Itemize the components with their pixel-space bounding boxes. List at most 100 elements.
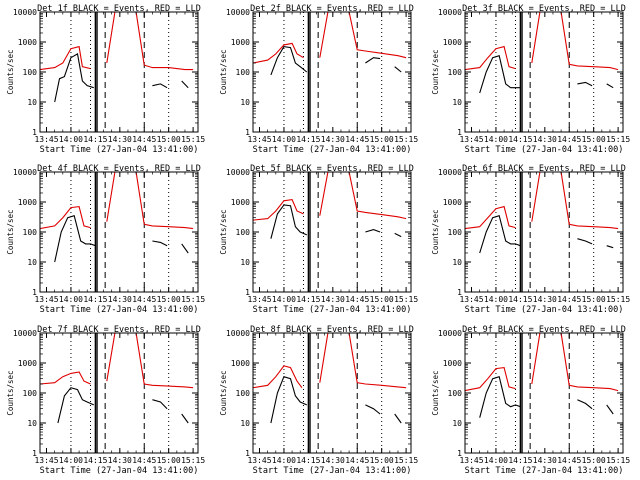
x-tick-label: 14:30 — [108, 456, 132, 465]
y-tick-label: 10000 — [13, 329, 37, 338]
x-tick-label: 13:45 — [34, 456, 58, 465]
x-tick-label: 14:30 — [533, 135, 557, 144]
x-tick-label: 15:15 — [181, 456, 205, 465]
x-tick-label: 15:15 — [181, 295, 205, 304]
x-tick-label: 14:15 — [83, 295, 107, 304]
x-tick-label: 15:15 — [606, 456, 630, 465]
y-axis-label: Counts/sec — [431, 49, 440, 94]
x-axis-label: Start Time (27-Jan-04 13:41:00) — [40, 145, 199, 155]
y-tick-label: 1000 — [443, 38, 462, 47]
x-tick-label: 14:00 — [59, 456, 83, 465]
panel-1: 1 10 100 1000 10000 13:45 14:00 14:15 14:30 14:45… — [6, 4, 205, 155]
lld-series-line — [253, 12, 407, 64]
y-tick-label: 10000 — [226, 8, 250, 17]
x-tick-label: 14:00 — [484, 456, 508, 465]
events-series-line — [54, 215, 189, 263]
events-series-line — [270, 376, 402, 424]
x-tick-label: 14:30 — [321, 295, 345, 304]
y-tick-label: 1000 — [231, 38, 250, 47]
x-tick-label: 14:15 — [508, 135, 532, 144]
panel-3: 1 10 100 1000 10000 13:45 14:00 14:15 14:30 14:45… — [431, 4, 630, 155]
y-axis-label: Counts/sec — [219, 209, 228, 254]
time-markers — [283, 333, 383, 453]
y-tick-label: 1000 — [18, 38, 37, 47]
x-tick-label: 14:45 — [557, 456, 581, 465]
x-axis-label: Start Time (27-Jan-04 13:41:00) — [40, 305, 199, 315]
x-tick-label: 15:00 — [370, 135, 394, 144]
y-axis-label: Counts/sec — [6, 209, 15, 254]
time-markers — [70, 333, 170, 453]
x-tick-label: 15:00 — [157, 295, 181, 304]
x-tick-label: 14:30 — [533, 295, 557, 304]
x-tick-label: 13:45 — [247, 135, 271, 144]
panel-title: Det 4f BLACK = Events, RED = LLD — [37, 164, 201, 174]
y-tick-label: 100 — [236, 389, 251, 398]
y-tick-label: 10000 — [13, 168, 37, 177]
x-tick-label: 15:00 — [157, 456, 181, 465]
x-tick-label: 14:30 — [108, 135, 132, 144]
x-tick-label: 14:15 — [83, 135, 107, 144]
time-markers — [70, 12, 170, 132]
lld-series-line — [40, 172, 194, 230]
time-markers — [283, 172, 383, 292]
y-tick-label: 1000 — [18, 198, 37, 207]
y-tick-label: 10 — [27, 98, 37, 107]
x-tick-label: 14:00 — [59, 135, 83, 144]
y-axis-label: Counts/sec — [6, 370, 15, 415]
lld-series-line — [465, 172, 619, 230]
y-tick-label: 100 — [236, 228, 251, 237]
x-axis-label: Start Time (27-Jan-04 13:41:00) — [465, 145, 624, 155]
y-tick-label: 1 — [32, 288, 37, 297]
panel-title: Det 2f BLACK = Events, RED = LLD — [250, 4, 414, 14]
y-tick-label: 10 — [452, 419, 462, 428]
x-tick-label: 13:45 — [34, 135, 58, 144]
y-tick-label: 10 — [27, 258, 37, 267]
panel-title: Det 7f BLACK = Events, RED = LLD — [37, 325, 201, 335]
x-tick-label: 14:15 — [83, 456, 107, 465]
x-tick-label: 14:00 — [484, 295, 508, 304]
y-tick-label: 10000 — [226, 329, 250, 338]
y-tick-label: 1 — [245, 128, 250, 137]
y-tick-label: 1 — [457, 449, 462, 458]
y-tick-label: 1000 — [443, 359, 462, 368]
x-tick-label: 15:15 — [394, 456, 418, 465]
y-axis-label: Counts/sec — [219, 49, 228, 94]
y-tick-label: 10 — [240, 258, 250, 267]
y-tick-label: 1000 — [443, 198, 462, 207]
time-markers — [495, 172, 595, 292]
x-tick-label: 14:00 — [484, 135, 508, 144]
x-tick-label: 14:15 — [508, 295, 532, 304]
panel-5: 1 10 100 1000 10000 13:45 14:00 14:15 14:30 14:45… — [219, 164, 418, 315]
x-tick-label: 13:45 — [34, 295, 58, 304]
time-markers — [495, 12, 595, 132]
y-tick-label: 100 — [448, 389, 463, 398]
lld-series-line — [40, 333, 194, 389]
x-axis-label: Start Time (27-Jan-04 13:41:00) — [465, 466, 624, 476]
y-tick-label: 100 — [23, 68, 38, 77]
panel-title: Det 5f BLACK = Events, RED = LLD — [250, 164, 414, 174]
x-tick-label: 14:45 — [345, 295, 369, 304]
lld-series-line — [465, 12, 619, 71]
panel-title: Det 3f BLACK = Events, RED = LLD — [462, 4, 626, 14]
x-axis-label: Start Time (27-Jan-04 13:41:00) — [253, 466, 412, 476]
x-tick-label: 14:30 — [321, 135, 345, 144]
panel-title: Det 8f BLACK = Events, RED = LLD — [250, 325, 414, 335]
y-tick-label: 1 — [457, 288, 462, 297]
y-axis-label: Counts/sec — [219, 370, 228, 415]
x-tick-label: 14:45 — [557, 295, 581, 304]
panel-2: 1 10 100 1000 10000 13:45 14:00 14:15 14:30 14:45… — [219, 4, 418, 155]
x-tick-label: 15:00 — [582, 135, 606, 144]
time-markers — [495, 333, 595, 453]
time-markers — [70, 172, 170, 292]
x-tick-label: 14:00 — [272, 456, 296, 465]
x-tick-label: 15:00 — [370, 295, 394, 304]
events-series-line — [479, 215, 614, 254]
panel-4: 1 10 100 1000 10000 13:45 14:00 14:15 14:30 14:45… — [6, 164, 205, 315]
x-axis-label: Start Time (27-Jan-04 13:41:00) — [253, 145, 412, 155]
events-series-line — [270, 204, 402, 239]
y-tick-label: 100 — [23, 389, 38, 398]
panel-7: 1 10 100 1000 10000 13:45 14:00 14:15 14:30 14:45… — [6, 325, 205, 476]
y-tick-label: 10000 — [438, 8, 462, 17]
x-tick-label: 14:00 — [59, 295, 83, 304]
